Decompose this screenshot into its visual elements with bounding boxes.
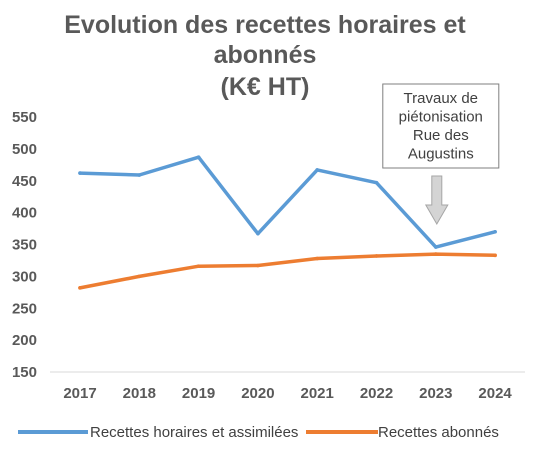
annotation-line-3: Rue des — [413, 127, 469, 144]
series-line-0 — [78, 155, 497, 249]
title-line-1: Evolution des recettes horaires et — [64, 11, 466, 39]
data-point — [434, 245, 438, 249]
data-point — [256, 231, 260, 236]
y-tick-label: 300 — [12, 268, 37, 285]
y-tick-label: 250 — [12, 300, 37, 317]
x-tick-label: 2022 — [360, 385, 393, 402]
data-point — [137, 274, 142, 279]
data-point — [493, 229, 497, 234]
x-axis: 2017 2018 2019 2020 2021 2022 2023 2024 — [63, 385, 512, 402]
y-tick-label: 500 — [12, 141, 37, 158]
x-tick-label: 2019 — [182, 385, 215, 402]
x-tick-label: 2024 — [478, 385, 512, 402]
data-point — [137, 173, 142, 177]
data-point — [374, 180, 379, 185]
x-tick-label: 2023 — [419, 385, 452, 402]
data-point — [315, 256, 320, 261]
title-line-2: abonnés — [214, 41, 317, 69]
series-line-1 — [78, 252, 497, 290]
data-point — [78, 171, 82, 175]
down-arrow-icon — [424, 175, 449, 225]
y-tick-label: 350 — [12, 237, 37, 254]
legend-label-recettes-abonnes: Recettes abonnés — [378, 424, 499, 441]
annotation-box — [382, 83, 500, 169]
chart-title: Evolution des recettes horaires et abonn… — [64, 11, 466, 101]
y-tick-label: 200 — [12, 332, 37, 349]
series-layer — [78, 155, 497, 290]
legend: Recettes horaires et assimilées Recettes… — [18, 424, 499, 441]
data-point — [196, 264, 201, 268]
x-tick-label: 2020 — [241, 385, 274, 402]
y-tick-label: 550 — [12, 109, 37, 126]
data-point — [493, 253, 497, 258]
data-point — [78, 286, 82, 290]
x-tick-label: 2021 — [301, 385, 334, 402]
y-tick-label: 450 — [12, 173, 37, 190]
title-line-3: (K€ HT) — [221, 73, 310, 101]
annotation-line-1: Travaux de — [404, 90, 478, 107]
data-point — [256, 263, 260, 268]
annotation-line-2: piétonisation — [399, 109, 483, 126]
data-point — [434, 252, 438, 256]
x-tick-label: 2017 — [63, 385, 96, 402]
data-point — [315, 168, 320, 172]
y-axis: 150 200 250 300 350 400 450 500 550 — [12, 109, 37, 381]
x-tick-label: 2018 — [123, 385, 156, 402]
legend-label-recettes-horaires: Recettes horaires et assimilées — [90, 424, 298, 441]
annotation-line-4: Augustins — [408, 146, 474, 163]
data-point — [374, 254, 379, 258]
y-tick-label: 150 — [12, 364, 37, 381]
annotation: Travaux de piétonisation Rue des Augusti… — [382, 83, 500, 225]
y-tick-label: 400 — [12, 205, 37, 222]
data-point — [196, 155, 201, 159]
